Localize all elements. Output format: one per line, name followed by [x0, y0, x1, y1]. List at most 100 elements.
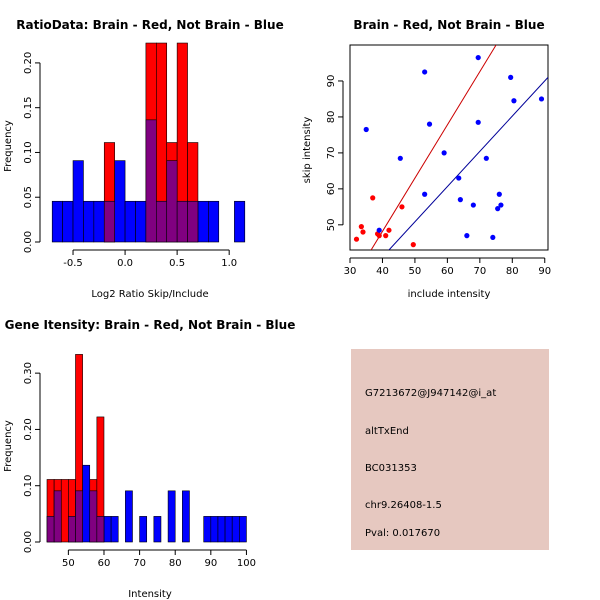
scatter-fit-lines	[370, 45, 548, 250]
ratio-bar-overlap	[166, 160, 178, 243]
gene-x-axis-label: Intensity	[128, 589, 172, 600]
gene-bar-overlap	[96, 516, 105, 543]
ratio-x-axis-label: Log2 Ratio Skip/Include	[91, 289, 208, 300]
scatter-point-not-brain	[422, 69, 428, 75]
scatter-point-not-brain	[441, 150, 447, 156]
ratio-bar-overlap	[187, 200, 199, 243]
scatter-x-tick-label: 60	[441, 266, 454, 277]
gene-x-tick-label: 60	[98, 558, 111, 569]
scatter-point-not-brain	[511, 98, 517, 104]
scatter-point-not-brain	[376, 227, 382, 233]
gene-y-axis-label: Frequency	[3, 420, 14, 472]
gene-bar-not-brain	[82, 464, 91, 543]
gene-bar-overlap	[75, 490, 83, 543]
scatter-y-axis-label: skip intensity	[302, 117, 313, 184]
info-event-type: altTxEnd	[365, 426, 409, 437]
gene-bar-not-brain	[182, 490, 190, 543]
gene-bar-not-brain	[203, 516, 212, 543]
ratio-bar-not-brain	[72, 160, 84, 243]
ratio-histogram-panel: RatioData: Brain - Red, Not Brain - Blue…	[3, 18, 284, 300]
ratio-x-tick-label: 0.5	[169, 258, 185, 269]
ratio-bar-overlap	[145, 119, 157, 243]
scatter-point-brain	[386, 227, 392, 233]
ratio-bar-overlap	[156, 200, 168, 243]
scatter-point-brain	[383, 233, 389, 239]
scatter-point-not-brain	[457, 197, 463, 203]
scatter-x-tick-label: 70	[473, 266, 486, 277]
gene-y-tick-label: 0.20	[23, 418, 34, 440]
gene-x-tick-label: 70	[133, 558, 146, 569]
gene-x-tick-label: 50	[62, 558, 75, 569]
scatter-x-tick-label: 40	[376, 266, 389, 277]
gene-bar-not-brain	[153, 516, 162, 543]
gene-bar-overlap	[53, 490, 62, 543]
ratio-bar-overlap	[176, 200, 188, 243]
ratio-x-tick-label: -0.5	[63, 258, 83, 269]
gene-y-tick-label: 0.00	[23, 531, 34, 553]
not-brain-fit-line	[388, 77, 548, 250]
info-panel: G7213672@J947142@i_at altTxEnd BC031353 …	[351, 349, 549, 550]
ratio-bars	[51, 42, 246, 243]
scatter-axes: 30 40 50 60 70 80 90 50 60 70 80 90	[326, 75, 551, 277]
scatter-y-tick-label: 90	[326, 75, 337, 88]
info-location: chr9.26408-1.5	[365, 500, 442, 511]
gene-y-tick-label: 0.30	[23, 362, 34, 384]
ratio-x-tick-label: 0.0	[117, 258, 133, 269]
ratio-bar-not-brain	[135, 200, 147, 243]
scatter-point-not-brain	[508, 74, 514, 80]
ratio-axes: -0.5 0.0 0.5 1.0 0.00 0.05 0.10 0.15 0.20	[23, 52, 237, 269]
scatter-plot-frame	[349, 44, 549, 251]
ratio-bar-not-brain	[93, 200, 105, 243]
gene-x-tick-label: 80	[169, 558, 182, 569]
scatter-x-tick-label: 50	[409, 266, 422, 277]
gene-bar-not-brain	[239, 516, 247, 543]
scatter-point-not-brain	[363, 126, 369, 133]
scatter-y-tick-label: 80	[326, 111, 337, 124]
scatter-point-brain	[360, 229, 366, 235]
scatter-point-not-brain	[426, 121, 433, 127]
scatter-point-not-brain	[470, 202, 476, 208]
gene-bar-not-brain	[231, 516, 240, 543]
ratio-y-tick-label: 0.15	[23, 97, 34, 119]
scatter-point-brain	[410, 242, 416, 248]
gene-chart-title: Gene Itensity: Brain - Red, Not Brain - …	[5, 318, 296, 332]
scatter-point-not-brain	[475, 54, 481, 61]
gene-bar-overlap	[46, 516, 55, 543]
ratio-x-tick-label: 1.0	[221, 258, 237, 269]
gene-bars	[46, 354, 247, 543]
scatter-x-axis-label: include intensity	[408, 289, 491, 300]
gene-bar-overlap	[68, 516, 76, 543]
scatter-x-tick-label: 80	[506, 266, 519, 277]
gene-bar-not-brain	[110, 516, 119, 543]
ratio-chart-title: RatioData: Brain - Red, Not Brain - Blue	[16, 18, 283, 32]
scatter-point-not-brain	[464, 233, 470, 239]
ratio-y-tick-label: 0.00	[23, 231, 34, 253]
info-pval: Pval: 0.017670	[365, 528, 440, 539]
gene-y-tick-label: 0.10	[23, 475, 34, 497]
gene-bar-not-brain	[224, 516, 233, 543]
scatter-point-not-brain	[538, 96, 545, 102]
gene-bar-brain	[60, 479, 69, 543]
scatter-point-not-brain	[475, 119, 481, 125]
scatter-point-brain	[370, 195, 376, 201]
gene-bar-not-brain	[217, 516, 226, 543]
ratio-bar-not-brain	[51, 200, 63, 243]
scatter-x-tick-label: 30	[344, 266, 357, 277]
gene-bar-not-brain	[103, 516, 112, 543]
ratio-y-tick-label: 0.10	[23, 141, 34, 163]
scatter-point-not-brain	[422, 191, 428, 197]
ratio-y-tick-label: 0.05	[23, 186, 34, 208]
info-box-background	[351, 349, 549, 550]
scatter-point-not-brain	[496, 191, 502, 197]
scatter-y-tick-label: 60	[326, 182, 337, 195]
brain-fit-line	[370, 45, 497, 250]
gene-bar-not-brain	[167, 490, 176, 543]
scatter-points	[353, 54, 545, 248]
info-accession: BC031353	[365, 463, 417, 474]
gene-bar-not-brain	[210, 516, 219, 543]
scatter-chart-title: Brain - Red, Not Brain - Blue	[353, 18, 544, 32]
ratio-bar-not-brain	[83, 200, 95, 243]
gene-histogram-panel: Gene Itensity: Brain - Red, Not Brain - …	[3, 318, 295, 600]
gene-bar-not-brain	[139, 516, 148, 543]
gene-x-tick-label: 90	[204, 558, 217, 569]
